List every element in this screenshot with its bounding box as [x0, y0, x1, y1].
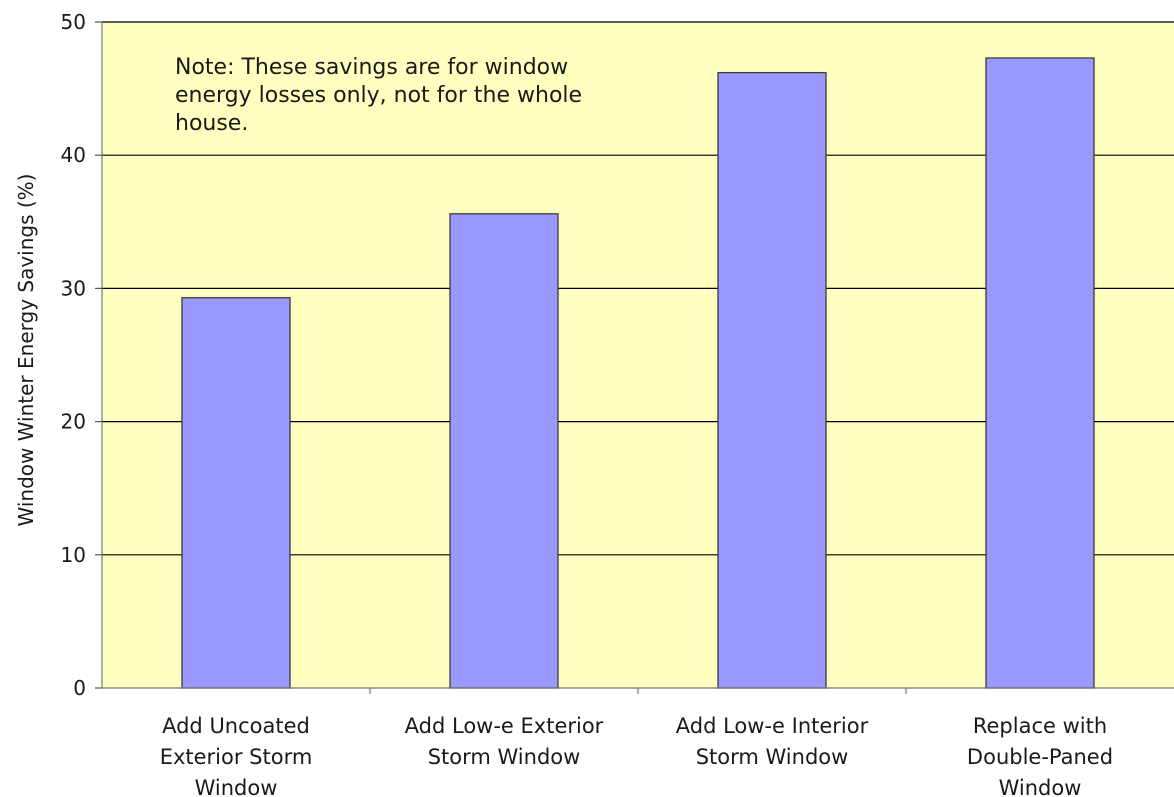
x-category-labels: Add Uncoated Exterior Storm Window Add Low-…	[160, 714, 1113, 797]
x-category-label: Add Low-e Exterior Storm Window	[405, 714, 604, 769]
bars	[181, 57, 1095, 689]
y-axis-title: Window Winter Energy Savings (%)	[14, 174, 38, 527]
bar	[181, 297, 291, 689]
bar	[717, 71, 827, 689]
note-annotation: Note: These savings are for window energy…	[175, 55, 582, 136]
x-category-label: Add Uncoated Exterior Storm Window	[160, 714, 313, 797]
y-tick-label: 30	[61, 276, 86, 300]
bar	[449, 213, 559, 689]
y-tick-label: 50	[61, 10, 86, 34]
y-tick-label: 40	[61, 143, 86, 167]
x-category-label: Add Low-e Interior Storm Window	[676, 714, 869, 769]
y-tick-label: 10	[61, 543, 86, 567]
axes	[101, 22, 1174, 694]
y-tick-label: 20	[61, 410, 86, 434]
x-category-label: Replace with Double-Paned Window	[967, 714, 1113, 797]
bar	[985, 57, 1095, 689]
y-tick-label: 0	[73, 676, 86, 700]
y-tick-labels: 0 10 20 30 40 50	[61, 10, 102, 700]
